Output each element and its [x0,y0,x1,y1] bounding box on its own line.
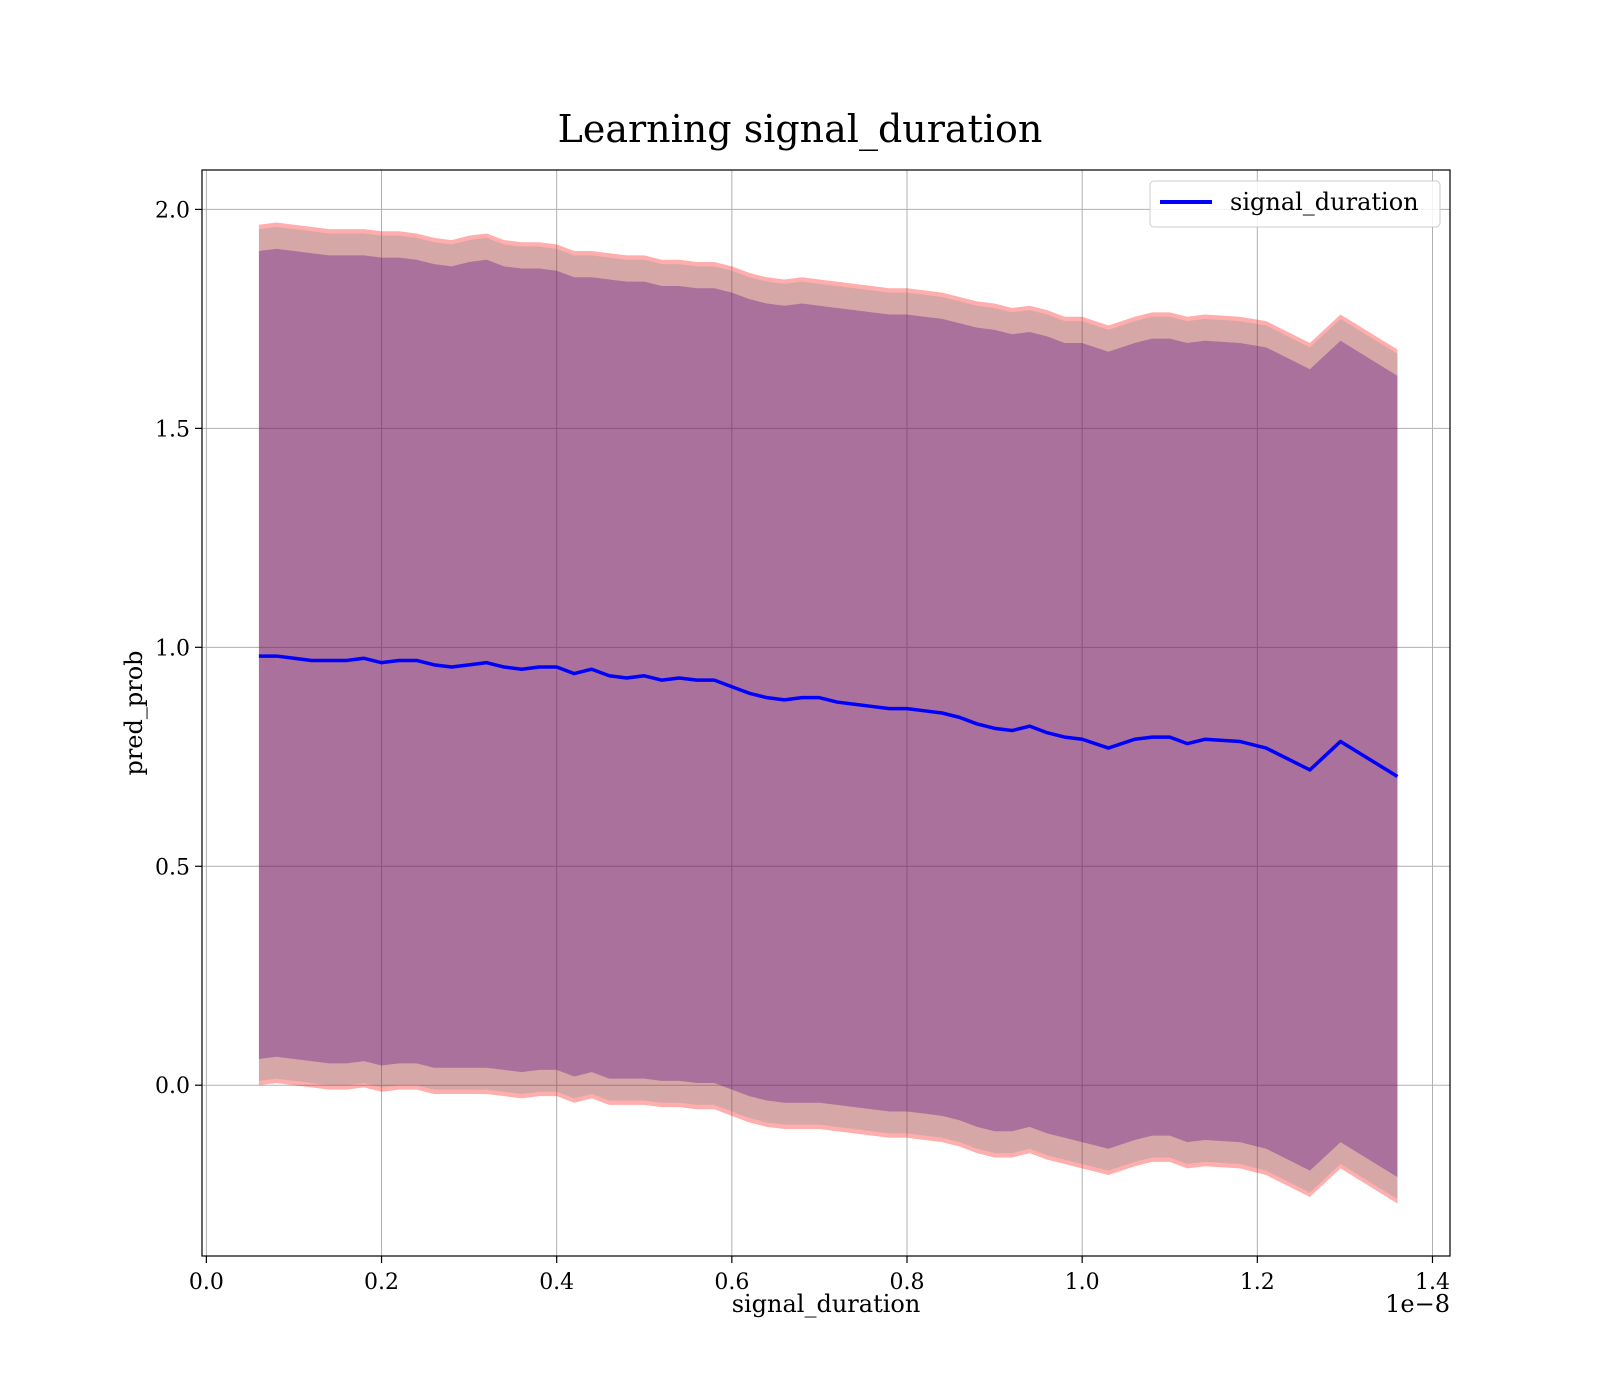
y-tick-label-0: 0.0 [155,1074,190,1099]
legend-label: signal_duration [1230,188,1419,216]
x-tick-label-2: 0.4 [539,1270,574,1295]
y-axis-label: pred_prob [120,650,148,775]
x-tick-label-1: 0.2 [364,1270,399,1295]
uncertainty-bands [258,222,1398,1204]
legend-box [1149,180,1441,228]
legend: signal_duration [1149,180,1441,228]
x-tick-label-6: 1.2 [1240,1270,1275,1295]
x-tick-label-0: 0.0 [189,1270,224,1295]
x-tick-label-4: 0.8 [890,1270,925,1295]
y-tick-label-4: 2.0 [155,198,190,223]
plot-frame [201,169,1451,1257]
x-tick-label-5: 1.0 [1065,1270,1100,1295]
x-axis-offset-text: 1e−8 [1385,1290,1450,1318]
series-line-0 [258,654,1399,778]
x-tick-label-3: 0.6 [714,1270,749,1295]
confidence-band-2 [258,248,1398,1178]
chart-title: Learning signal_duration [558,107,1043,152]
confidence-band-0 [258,222,1398,1204]
series-lines [258,654,1399,778]
confidence-band-1 [258,226,1398,1200]
x-axis-ticks: 0.0 0.2 0.4 0.6 0.8 1.0 1.2 1.4 [189,1256,1450,1295]
x-axis-label: signal_duration [732,1290,921,1318]
y-tick-label-3: 1.5 [155,417,190,442]
x-tick-label-7: 1.4 [1415,1270,1450,1295]
y-tick-label-1: 0.5 [155,855,190,880]
y-axis-ticks: 0.0 0.5 1.0 1.5 2.0 [155,198,202,1099]
y-tick-label-2: 1.0 [155,636,190,661]
